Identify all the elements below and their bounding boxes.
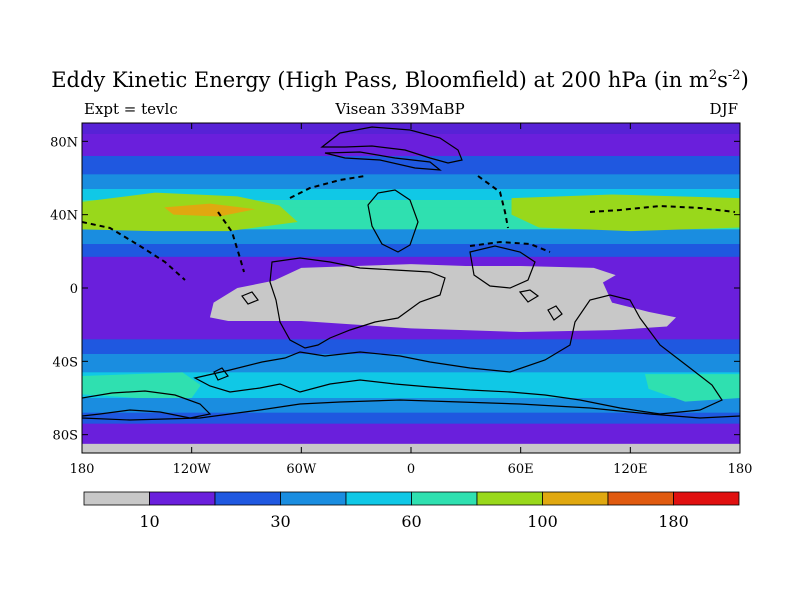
dashed-arc-northwest xyxy=(217,211,245,273)
sh-storm-track-east xyxy=(644,374,740,402)
title-text-mid: s xyxy=(717,68,728,92)
nh-jet-green-east xyxy=(511,194,740,232)
lat-tick-label: 40N xyxy=(50,209,78,224)
colorbar-swatch-4 xyxy=(345,491,412,506)
coastline-small-island-2 xyxy=(547,305,563,321)
lon-tick-label: 180 xyxy=(70,462,95,477)
lon-tick-label: 0 xyxy=(407,462,415,477)
contour-band-11 xyxy=(82,354,740,373)
coastline-pangaea-north xyxy=(269,257,446,349)
nh-jet-max xyxy=(164,203,256,217)
dashed-line-far-east xyxy=(589,204,736,213)
contour-band-4 xyxy=(82,189,740,201)
season-label: DJF xyxy=(709,100,738,118)
experiment-label: Expt = tevlc xyxy=(84,100,178,118)
coastline-mid-landmass xyxy=(367,189,419,253)
dashed-line-west xyxy=(82,221,186,281)
contour-band-8 xyxy=(82,244,740,258)
colorbar-swatch-1 xyxy=(149,491,216,506)
energy-contour-fill xyxy=(82,123,740,453)
colorbar-swatch-6 xyxy=(476,491,543,506)
contour-band-2 xyxy=(82,156,740,175)
plate-boundaries xyxy=(82,175,736,281)
coastline-east-block xyxy=(469,245,536,289)
contour-band-10 xyxy=(82,339,740,355)
coastline-southwest-landmass xyxy=(82,390,212,419)
contour-band-15 xyxy=(82,423,740,445)
colorbar-swatch-2 xyxy=(214,491,281,506)
lat-tick-label: 80S xyxy=(53,429,78,444)
colorbar-label: 30 xyxy=(270,512,290,531)
colorbar-label: 60 xyxy=(401,512,421,531)
period-label: Visean 339MaBP xyxy=(335,100,465,118)
colorbar-swatch-7 xyxy=(542,491,609,506)
lon-tick-label: 60E xyxy=(508,462,534,477)
lat-tick-label: 80N xyxy=(50,135,78,150)
dashed-arc-east xyxy=(477,175,509,229)
coastline-small-island-1 xyxy=(518,289,540,303)
lon-tick-label: 180 xyxy=(728,462,753,477)
lon-tick-label: 120E xyxy=(613,462,647,477)
title-superscript-1: 2 xyxy=(708,68,718,83)
contour-band-14 xyxy=(82,412,740,425)
dashed-arc-tethys xyxy=(469,240,551,253)
title-text: Eddy Kinetic Energy (High Pass, Bloomfie… xyxy=(51,68,709,92)
colorbar: 10 30 60 100 180 xyxy=(83,491,740,531)
colorbar-label: 180 xyxy=(658,512,689,531)
contour-band-7 xyxy=(82,229,740,245)
coastline-southern-gondwana xyxy=(193,294,723,415)
colorbar-swatch-8 xyxy=(607,491,674,506)
colorbar-swatch-5 xyxy=(411,491,478,506)
contour-band-1 xyxy=(82,134,740,157)
title-text-end: ) xyxy=(740,68,749,92)
lon-tick-label: 120W xyxy=(173,462,212,477)
dashed-arc-north xyxy=(289,175,366,199)
contour-band-13 xyxy=(82,398,740,414)
map-axes: 80N 40N 0 40S 80S 180 120W 60W 0 60E 120E 180 xyxy=(50,123,752,477)
coastline-small-island-4 xyxy=(213,367,229,381)
lat-tick-label: 0 xyxy=(70,282,78,297)
colorbar-swatch-0 xyxy=(83,491,150,506)
coastline-polar-shelf xyxy=(82,399,740,421)
colorbar-swatch-3 xyxy=(280,491,347,506)
contour-band-3 xyxy=(82,174,740,190)
coastline-north-landmass xyxy=(320,126,463,164)
title-superscript-2: -2 xyxy=(727,68,741,83)
colorbar-label: 10 xyxy=(139,512,159,531)
coastline-north-island xyxy=(324,151,442,171)
colorbar-label: 100 xyxy=(527,512,558,531)
lon-tick-label: 60W xyxy=(286,462,317,477)
plot-title: Eddy Kinetic Energy (High Pass, Bloomfie… xyxy=(0,68,800,92)
colorbar-swatch-9 xyxy=(673,491,740,506)
coastline-small-island-3 xyxy=(241,291,259,305)
sh-storm-track-west xyxy=(82,372,201,398)
continent-outlines xyxy=(82,126,740,421)
tropical-min-gray xyxy=(209,264,677,332)
lat-tick-label: 40S xyxy=(53,355,78,370)
